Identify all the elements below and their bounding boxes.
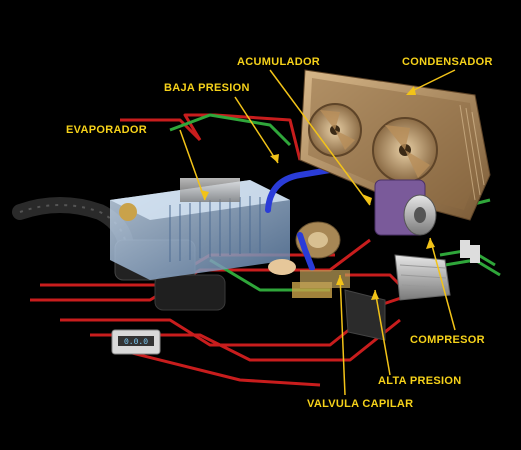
label-condensador: CONDENSADOR xyxy=(402,56,493,68)
compressor-unit xyxy=(374,179,451,301)
leader-alta-presion xyxy=(374,289,391,376)
label-valvula-capilar: VALVULA CAPILAR xyxy=(307,398,414,410)
leader-lines xyxy=(179,69,456,396)
leader-acumulador xyxy=(269,69,371,206)
leader-arrowheads xyxy=(200,86,435,300)
leader-valvula-capilar xyxy=(339,274,346,396)
control-panel-display: 0.0.0 xyxy=(124,338,148,347)
label-evaporador: EVAPORADOR xyxy=(66,124,148,136)
leader-compresor xyxy=(429,237,456,331)
label-compresor: COMPRESOR xyxy=(410,334,485,346)
control-panel xyxy=(111,329,161,355)
label-baja-presion: BAJA PRESION xyxy=(164,82,250,94)
label-alta-presion: ALTA PRESION xyxy=(378,375,462,387)
condenser-unit xyxy=(299,69,491,221)
evaporator-unit xyxy=(110,178,290,280)
leader-condensador xyxy=(409,69,456,93)
leader-baja-presion xyxy=(234,96,279,164)
leader-evaporador xyxy=(179,129,206,201)
label-acumulador: ACUMULADOR xyxy=(237,56,321,68)
